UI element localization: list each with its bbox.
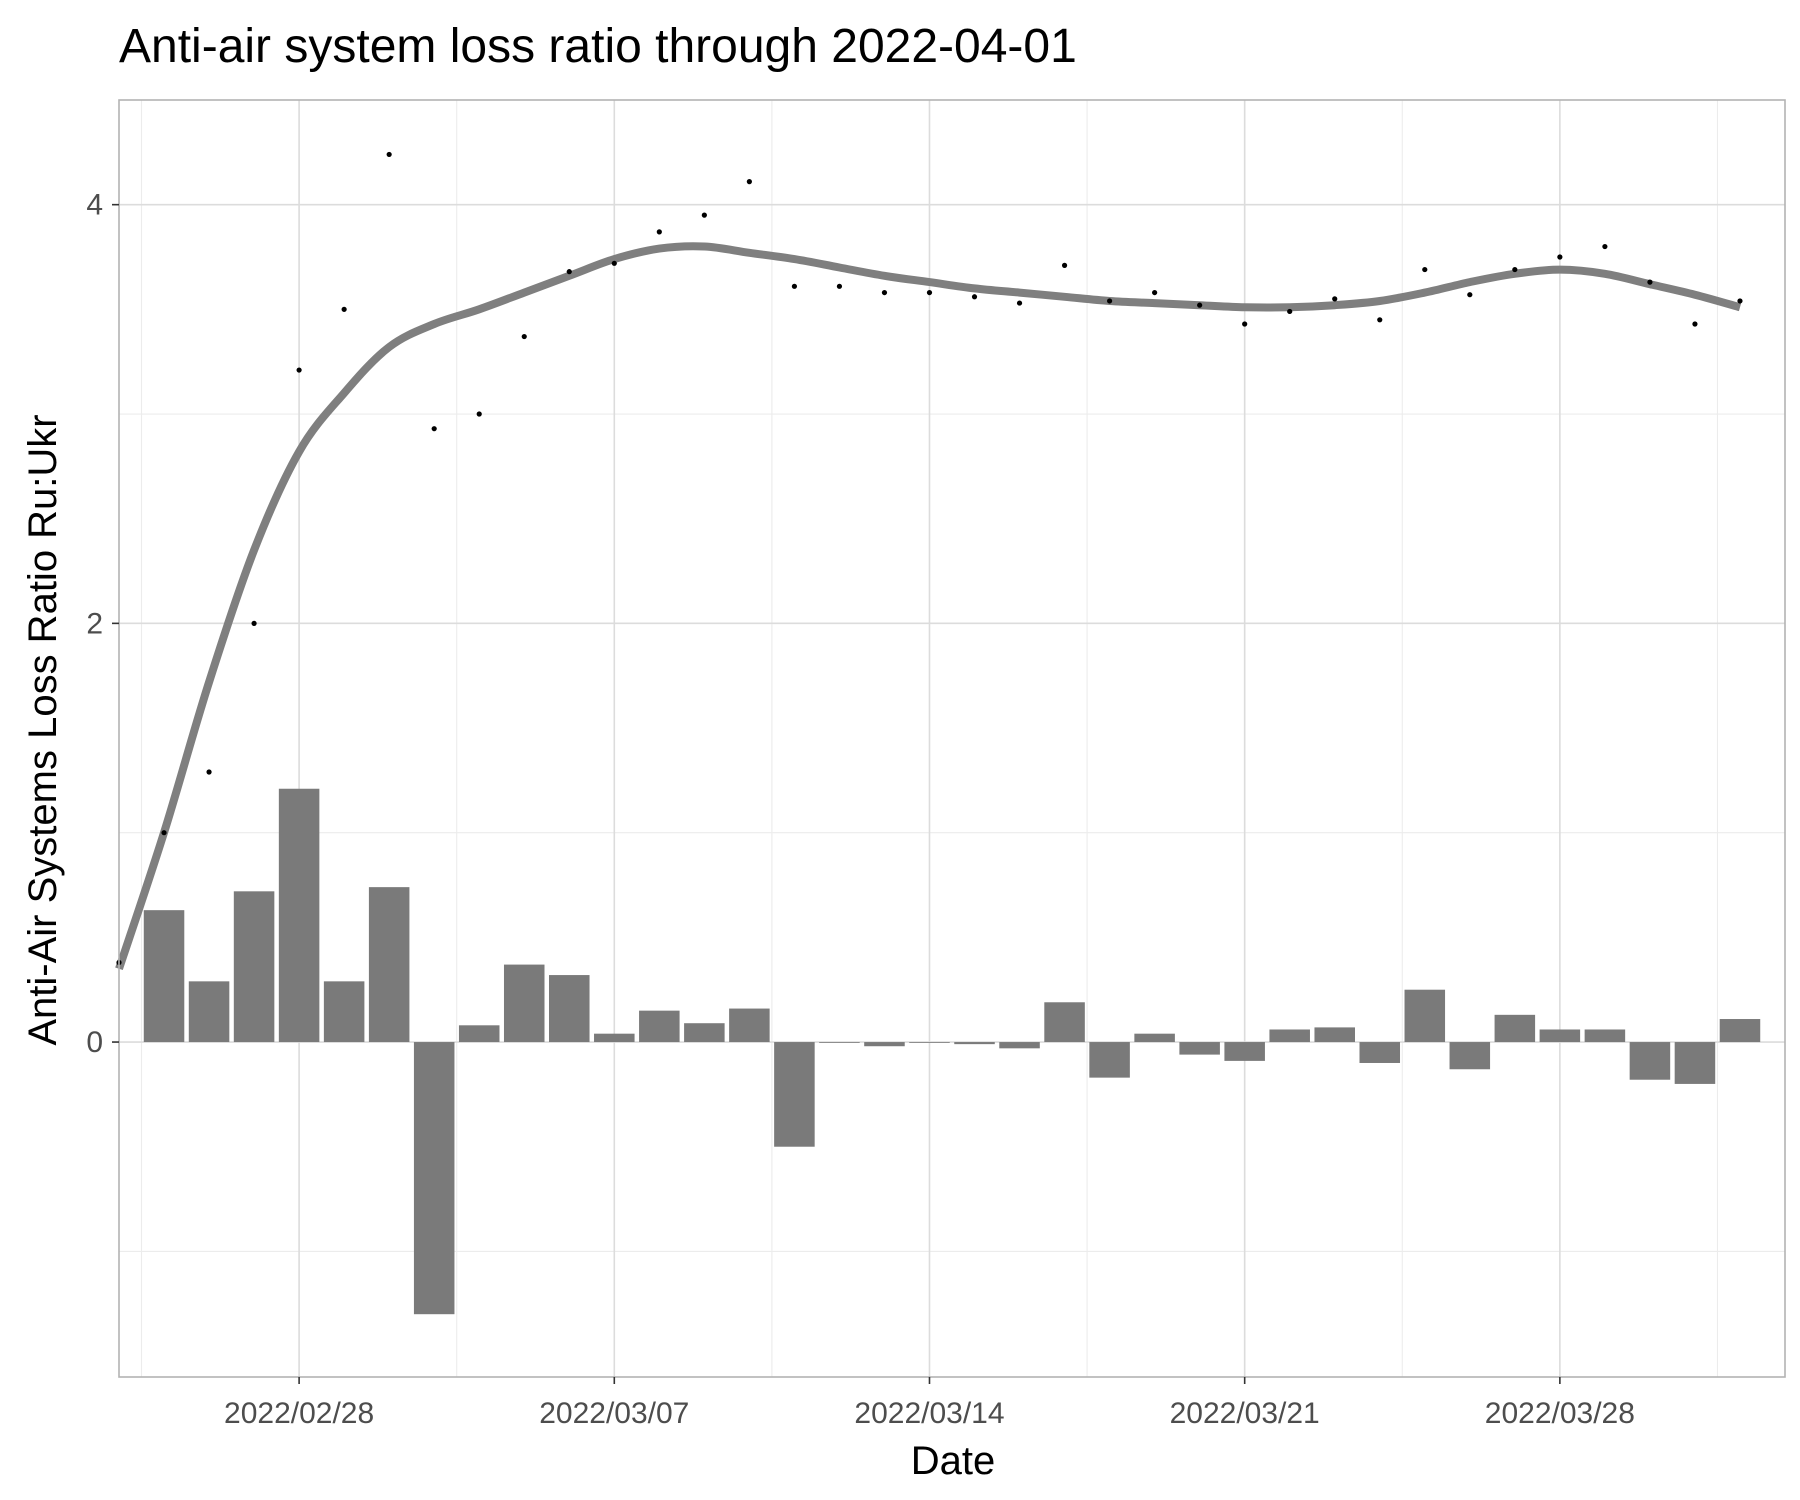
data-point <box>611 260 617 266</box>
bar <box>594 1033 635 1043</box>
y-axis-tick-label: 0 <box>86 1026 103 1059</box>
data-point <box>701 212 707 218</box>
data-point <box>1332 296 1338 302</box>
bar <box>368 887 410 1043</box>
x-axis-tick-label: 2022/02/28 <box>224 1397 374 1430</box>
bar <box>278 788 320 1043</box>
y-axis-tick-labels: 0 2 4 <box>86 189 119 1059</box>
bar <box>729 1008 770 1043</box>
data-point <box>296 367 302 373</box>
bar <box>774 1042 815 1147</box>
bar <box>143 910 185 1043</box>
panel-border <box>118 99 1786 1378</box>
smooth-trend-line <box>115 242 1742 971</box>
x-axis-tick-labels: 2022/02/28 2022/03/07 2022/03/14 2022/03/21… <box>224 1377 1635 1430</box>
x-axis-tick-label: 2022/03/14 <box>854 1397 1004 1430</box>
y-axis-tick-label: 2 <box>86 607 103 640</box>
data-point <box>881 289 888 296</box>
data-point <box>161 830 167 836</box>
bar <box>549 975 590 1043</box>
x-axis-tick-label: 2022/03/07 <box>539 1397 689 1430</box>
bar <box>1539 1029 1581 1043</box>
data-point <box>1602 243 1608 250</box>
bar <box>954 1042 995 1045</box>
bar <box>1179 1042 1220 1055</box>
bar <box>1359 1042 1401 1063</box>
data-point <box>1197 302 1203 308</box>
data-point <box>791 283 798 289</box>
bar <box>1269 1029 1310 1043</box>
data-point <box>836 283 843 289</box>
bar <box>819 1042 860 1043</box>
data-point <box>1106 298 1113 304</box>
data-point <box>1647 279 1653 285</box>
data-point <box>1692 321 1698 327</box>
data-point <box>251 620 257 626</box>
data-point <box>476 411 482 417</box>
plot-panel <box>115 99 1786 1378</box>
bar <box>1629 1042 1671 1080</box>
data-point <box>206 769 212 775</box>
data-point <box>1016 300 1023 306</box>
data-point <box>746 179 752 185</box>
data-point <box>656 229 662 235</box>
data-point <box>1422 266 1428 273</box>
bar <box>233 891 275 1043</box>
data-point <box>1512 266 1518 273</box>
bar <box>999 1042 1040 1049</box>
bar <box>1719 1019 1761 1043</box>
bar <box>503 964 545 1043</box>
data-point <box>1557 254 1563 260</box>
bar <box>413 1042 455 1315</box>
data-point <box>1287 308 1293 315</box>
chart-title: Anti-air system loss ratio through 2022-… <box>119 20 1077 73</box>
bar <box>1224 1042 1265 1061</box>
data-point <box>1061 262 1068 268</box>
bar <box>458 1025 500 1043</box>
data-point <box>1242 321 1248 327</box>
data-point <box>1737 298 1743 304</box>
data-point <box>1467 292 1473 298</box>
data-point <box>1377 317 1383 323</box>
data-point <box>926 289 933 296</box>
bar <box>864 1042 905 1047</box>
bar <box>1089 1042 1130 1078</box>
x-axis-tick-label: 2022/03/21 <box>1170 1397 1320 1430</box>
bar <box>323 981 365 1043</box>
y-axis-tick-label: 4 <box>86 189 103 222</box>
x-axis-tick-label: 2022/03/28 <box>1485 1397 1635 1430</box>
bar <box>1449 1042 1491 1070</box>
data-point <box>386 151 392 158</box>
bar <box>684 1023 725 1043</box>
bar <box>188 981 230 1043</box>
data-point <box>971 294 978 300</box>
bar <box>1584 1029 1626 1043</box>
x-axis-title: Date <box>911 1439 996 1483</box>
data-point <box>566 269 572 275</box>
data-point <box>431 426 437 432</box>
bar <box>1044 1002 1085 1043</box>
data-point <box>341 306 347 312</box>
bar <box>639 1010 680 1043</box>
data-point <box>521 333 527 340</box>
bar <box>1404 989 1446 1043</box>
bar <box>1674 1042 1716 1084</box>
bar <box>909 1042 950 1043</box>
bar <box>1314 1027 1355 1043</box>
bar <box>1494 1014 1536 1043</box>
data-point <box>1152 289 1158 296</box>
bar <box>1134 1033 1175 1043</box>
y-axis-title: Anti-Air Systems Loss Ratio Ru:Ukr <box>21 414 65 1045</box>
